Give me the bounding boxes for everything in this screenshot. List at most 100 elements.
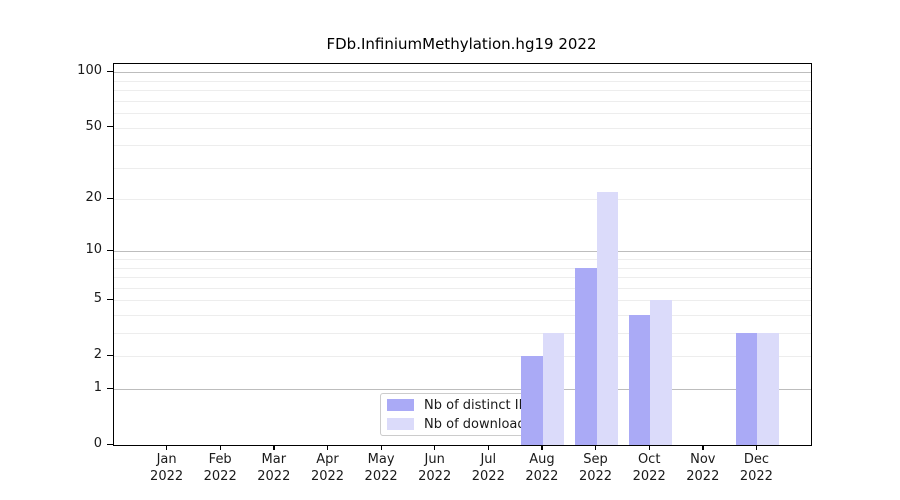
x-tick-label-sep: Sep 2022 bbox=[564, 451, 628, 485]
x-tick-label-mar: Mar 2022 bbox=[242, 451, 306, 485]
bar-dec-series0 bbox=[735, 333, 758, 445]
x-tick-mark-aug bbox=[541, 445, 543, 450]
legend-swatch-icon bbox=[387, 399, 414, 411]
y-tick-mark-10 bbox=[107, 249, 113, 252]
x-tick-mark-apr bbox=[327, 445, 329, 450]
bar-sep-series1 bbox=[596, 191, 618, 445]
y-tick-label-20: 20 bbox=[85, 190, 102, 206]
y-tick-mark-5 bbox=[107, 298, 113, 301]
x-tick-mark-dec bbox=[755, 445, 758, 450]
bar-dec-series1 bbox=[757, 333, 779, 445]
minor-gridline-3 bbox=[114, 333, 811, 335]
x-tick-mark-nov bbox=[702, 445, 704, 450]
bar-aug-series0 bbox=[521, 356, 543, 445]
x-tick-mark-jan bbox=[166, 445, 168, 450]
minor-gridline-7 bbox=[114, 277, 811, 279]
major-gridline-10 bbox=[114, 251, 811, 253]
x-tick-month: Jan bbox=[156, 452, 177, 467]
y-tick-label-5: 5 bbox=[93, 291, 102, 307]
minor-gridline-9 bbox=[114, 259, 811, 261]
x-tick-mark-sep bbox=[595, 445, 597, 450]
x-tick-mark-feb bbox=[219, 445, 221, 450]
x-tick-year: 2022 bbox=[257, 469, 291, 484]
minor-gridline-50 bbox=[114, 127, 811, 129]
minor-gridline-20 bbox=[114, 199, 811, 201]
minor-gridline-5 bbox=[114, 300, 811, 302]
x-tick-year: 2022 bbox=[364, 469, 398, 484]
plot-area: Nb of distinct IPs Nb of downloads bbox=[113, 63, 812, 446]
minor-gridline-60 bbox=[114, 113, 811, 115]
bar-aug-series1 bbox=[542, 333, 565, 445]
x-tick-month: Jul bbox=[480, 452, 497, 467]
legend-swatch-icon bbox=[387, 418, 414, 430]
x-tick-mark-jun bbox=[434, 445, 436, 450]
x-tick-year: 2022 bbox=[471, 469, 505, 484]
x-tick-month: Aug bbox=[529, 452, 555, 467]
x-tick-year: 2022 bbox=[525, 469, 559, 484]
x-tick-month: Sep bbox=[583, 452, 608, 467]
x-tick-label-feb: Feb 2022 bbox=[188, 451, 252, 485]
minor-gridline-70 bbox=[114, 100, 811, 102]
major-gridline-100 bbox=[114, 72, 811, 74]
x-tick-label-may: May 2022 bbox=[349, 451, 413, 485]
x-tick-month: Dec bbox=[743, 452, 769, 467]
x-tick-month: Feb bbox=[208, 452, 232, 467]
legend-item-0: Nb of distinct IPs bbox=[387, 397, 535, 413]
minor-gridline-90 bbox=[114, 80, 811, 82]
x-tick-year: 2022 bbox=[578, 469, 613, 484]
x-tick-year: 2022 bbox=[686, 469, 720, 484]
x-tick-year: 2022 bbox=[150, 469, 184, 484]
x-tick-year: 2022 bbox=[310, 469, 345, 484]
x-tick-mark-may bbox=[380, 445, 382, 450]
minor-gridline-80 bbox=[114, 90, 811, 92]
minor-gridline-4 bbox=[114, 315, 811, 316]
x-tick-year: 2022 bbox=[418, 469, 452, 484]
legend-label: Nb of downloads bbox=[424, 416, 533, 432]
x-tick-label-dec: Dec 2022 bbox=[724, 451, 788, 485]
minor-gridline-8 bbox=[114, 267, 811, 269]
x-tick-year: 2022 bbox=[632, 469, 666, 484]
y-tick-mark-2 bbox=[107, 354, 113, 357]
x-tick-label-apr: Apr 2022 bbox=[296, 451, 360, 485]
minor-gridline-40 bbox=[114, 145, 811, 147]
legend-label: Nb of distinct IPs bbox=[424, 397, 533, 413]
x-tick-month: Mar bbox=[261, 452, 287, 467]
x-tick-month: May bbox=[367, 452, 395, 467]
y-tick-label-2: 2 bbox=[93, 347, 102, 363]
x-tick-mark-mar bbox=[273, 445, 275, 450]
y-tick-mark-20 bbox=[107, 197, 113, 199]
x-tick-month: Oct bbox=[637, 452, 661, 467]
bar-oct-series1 bbox=[650, 300, 672, 445]
y-tick-mark-0 bbox=[107, 443, 113, 445]
x-tick-label-oct: Oct 2022 bbox=[617, 451, 681, 485]
y-tick-label-10: 10 bbox=[85, 242, 102, 258]
minor-gridline-2 bbox=[114, 356, 811, 358]
x-tick-label-aug: Aug 2022 bbox=[510, 451, 574, 485]
y-tick-mark-100 bbox=[107, 70, 113, 73]
x-tick-month: Jun bbox=[424, 452, 445, 467]
x-tick-label-jul: Jul 2022 bbox=[456, 451, 520, 485]
x-tick-mark-jul bbox=[487, 445, 490, 450]
major-gridline-1 bbox=[114, 389, 811, 390]
y-tick-label-50: 50 bbox=[85, 118, 102, 134]
y-tick-mark-50 bbox=[107, 126, 113, 128]
legend: Nb of distinct IPs Nb of downloads bbox=[380, 393, 542, 436]
y-tick-label-1: 1 bbox=[93, 380, 102, 395]
x-tick-label-jan: Jan 2022 bbox=[135, 451, 199, 485]
x-tick-month: Nov bbox=[690, 452, 716, 467]
legend-item-1: Nb of downloads bbox=[387, 416, 535, 432]
minor-gridline-6 bbox=[114, 287, 811, 289]
x-tick-label-nov: Nov 2022 bbox=[671, 451, 735, 485]
y-tick-label-100: 100 bbox=[77, 63, 102, 79]
y-tick-label-0: 0 bbox=[93, 436, 102, 451]
x-tick-mark-oct bbox=[648, 445, 650, 450]
bar-sep-series0 bbox=[575, 267, 597, 445]
chart-title: FDb.InfiniumMethylation.hg19 2022 bbox=[326, 35, 597, 53]
x-tick-year: 2022 bbox=[739, 469, 773, 484]
minor-gridline-30 bbox=[114, 167, 811, 169]
x-tick-year: 2022 bbox=[203, 469, 237, 484]
x-tick-label-jun: Jun 2022 bbox=[403, 451, 467, 485]
bar-oct-series0 bbox=[628, 315, 651, 445]
x-tick-month: Apr bbox=[316, 452, 339, 467]
